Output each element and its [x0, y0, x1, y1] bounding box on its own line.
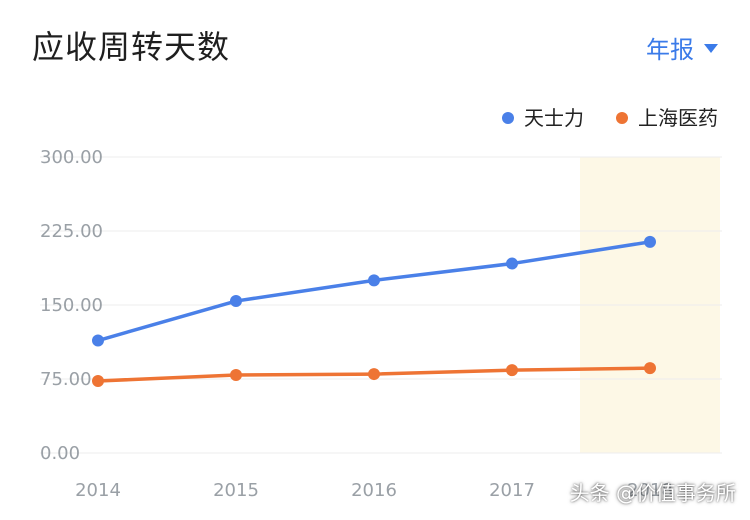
y-tick-label: 150.00 — [40, 295, 103, 316]
legend-marker-2 — [616, 112, 628, 124]
series-layer — [92, 235, 656, 387]
x-tick-label: 2016 — [351, 480, 397, 501]
data-point[interactable] — [92, 374, 104, 387]
y-tick-label: 0.00 — [40, 443, 80, 464]
legend: 天士力 上海医药 — [502, 106, 718, 130]
x-axis-ticks: 2014 2015 2016 2017 2018 — [75, 480, 673, 501]
period-label: 年报 — [646, 36, 694, 64]
data-point[interactable] — [368, 368, 380, 381]
x-tick-label: 2014 — [75, 480, 121, 501]
y-tick-label: 225.00 — [40, 221, 103, 242]
x-tick-label: 2015 — [213, 480, 259, 501]
chart-title: 应收周转天数 — [32, 28, 231, 66]
legend-label-2[interactable]: 上海医药 — [638, 106, 718, 130]
grid-layer — [40, 156, 722, 454]
x-tick-label: 2018 — [627, 480, 673, 501]
series-line-1 — [96, 240, 652, 343]
data-point[interactable] — [506, 364, 518, 377]
data-point[interactable] — [644, 235, 656, 248]
watermark: 头条 @价值事务所 — [569, 481, 736, 505]
chart-header: 应收周转天数 年报 — [0, 0, 750, 90]
legend-label-1[interactable]: 天士力 — [524, 106, 584, 130]
legend-marker-1 — [502, 112, 514, 124]
x-tick-label: 2017 — [489, 480, 535, 501]
caret-down-icon — [704, 44, 718, 53]
data-point[interactable] — [644, 362, 656, 375]
y-tick-label: 75.00 — [40, 369, 92, 390]
data-point[interactable] — [230, 369, 242, 382]
data-point[interactable] — [92, 334, 104, 347]
y-axis-ticks: 0.00 75.00 150.00 225.00 300.00 — [40, 147, 103, 464]
data-point[interactable] — [368, 274, 380, 287]
data-point[interactable] — [230, 295, 242, 308]
data-point[interactable] — [506, 257, 518, 270]
y-tick-label: 300.00 — [40, 147, 103, 168]
period-selector[interactable]: 年报 — [646, 30, 718, 65]
